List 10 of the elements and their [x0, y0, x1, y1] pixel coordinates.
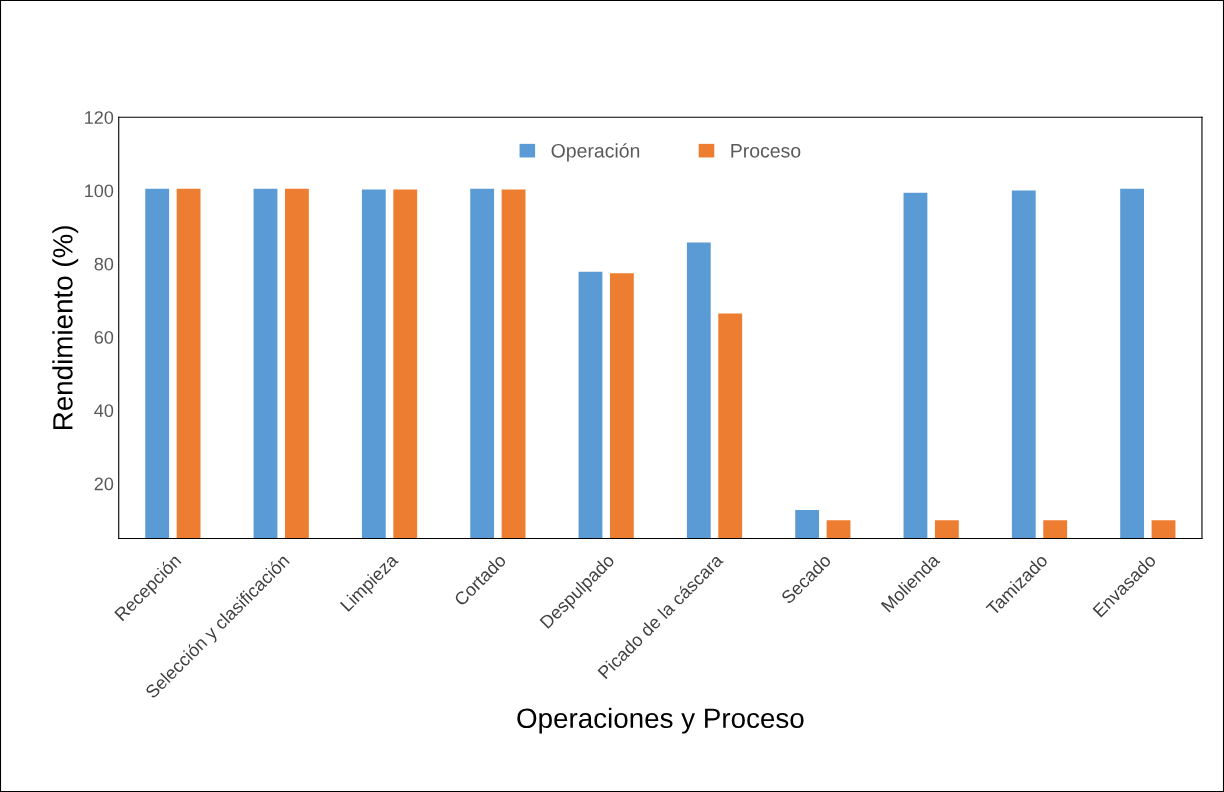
y-tick-label: 80 [94, 257, 114, 271]
y-tick-label: 20 [94, 477, 114, 491]
y-tick-label: 100 [85, 184, 114, 198]
x-axis-title: Operaciones y Proceso [517, 707, 804, 734]
legend-label: Proceso [731, 144, 801, 158]
y-tick-label: 60 [94, 330, 114, 344]
y-axis-title: Rendimiento (%) [52, 226, 79, 430]
legend-label: Operación [551, 143, 640, 162]
y-tick-label: 40 [94, 404, 114, 418]
y-tick-label: 120 [85, 111, 114, 124]
